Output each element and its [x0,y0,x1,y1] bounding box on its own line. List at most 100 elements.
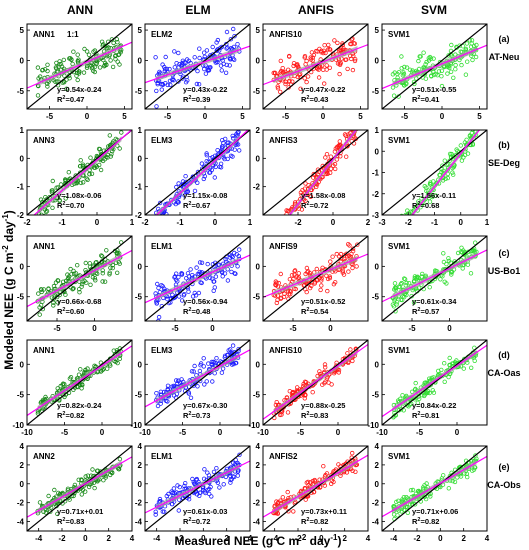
data-point [302,392,308,397]
data-point [350,265,355,271]
x-tick-label: -5 [297,428,305,437]
data-point [182,292,187,297]
data-point [55,79,60,84]
data-point [343,461,348,467]
data-point [342,256,347,262]
data-point [328,47,333,52]
data-point [352,41,357,46]
x-tick-label: 0 [100,428,105,437]
one-to-one-line [263,130,368,215]
data-point [194,81,200,87]
data-point [107,133,112,138]
data-point [424,481,429,486]
y-tick-label: 5 [138,26,143,35]
data-point [196,479,201,485]
r2-label: R2=0.41 [412,95,439,104]
data-point [397,220,401,224]
data-point [420,271,425,277]
data-point [308,194,313,199]
y-tick-label: -4 [135,518,143,527]
data-point [471,248,476,254]
regression-equation: y=0.67x-0.30 [183,401,227,410]
data-point [324,63,329,68]
row-tag-site-c: US-Bo1 [488,266,521,276]
data-point [278,89,283,95]
data-point [40,67,45,73]
data-point [69,272,74,277]
data-point [471,43,477,49]
data-point [307,285,313,291]
x-tick-label: 4 [485,534,490,543]
data-point [410,487,416,493]
y-tick-label: -5 [372,391,380,400]
data-point [451,361,456,366]
data-point [60,382,65,387]
x-tick-label: -5 [171,324,179,333]
data-point [333,166,338,172]
data-point [77,290,82,295]
regression-equation: y=0.71x+0.06 [412,507,458,516]
data-point [189,369,195,374]
data-point [292,268,298,273]
data-point [76,287,82,292]
data-point [332,38,337,43]
regression-equation: y=0.88x-0.25 [301,401,345,410]
data-point [230,136,236,141]
data-point [224,62,229,68]
y-tick-label: 0 [138,56,143,65]
data-point [285,218,289,222]
data-point [218,161,224,166]
data-point [49,295,55,300]
data-point [201,176,206,182]
data-point [309,279,314,284]
data-point [305,270,310,275]
model-label: ANFIS10 [269,346,302,355]
data-point [160,81,165,87]
data-point [115,360,120,366]
row-tag-site-d: CA-Oas [487,368,520,378]
data-point [66,169,71,175]
data-point [413,380,418,386]
data-point [213,360,218,366]
data-point [430,388,435,393]
data-point [157,200,163,206]
data-point [394,302,399,307]
data-point [162,68,167,74]
regression-equation: y=0.43x-0.22 [183,85,227,94]
data-point [104,62,109,68]
data-point [100,279,105,284]
data-point [289,273,295,278]
data-point [199,260,205,265]
y-tick-label: 0 [256,154,261,163]
data-point [285,489,290,495]
data-point [172,65,177,70]
data-point [399,54,404,59]
data-point [287,277,293,282]
data-point [328,154,334,159]
regression-equation: y=0.61x-0.34 [412,297,457,306]
x-tick-label: 0 [328,324,333,333]
column-header-ann: ANN [67,3,93,17]
data-point [99,368,104,374]
x-tick-label: 0 [331,218,336,227]
data-point [80,279,85,284]
regression-equation: y=0.84x-0.22 [412,401,456,410]
data-point [468,271,474,276]
y-tick-label: -2 [135,499,143,508]
data-point [407,67,413,72]
data-point [465,59,470,64]
x-tick-label: 5 [240,112,245,121]
data-point [61,57,66,63]
x-tick-label: -5 [61,428,69,437]
data-point [192,290,197,296]
data-point [325,288,330,294]
data-point [219,68,224,73]
data-point [321,464,326,469]
data-point [284,395,290,400]
data-point [421,50,426,55]
data-point [463,72,469,77]
